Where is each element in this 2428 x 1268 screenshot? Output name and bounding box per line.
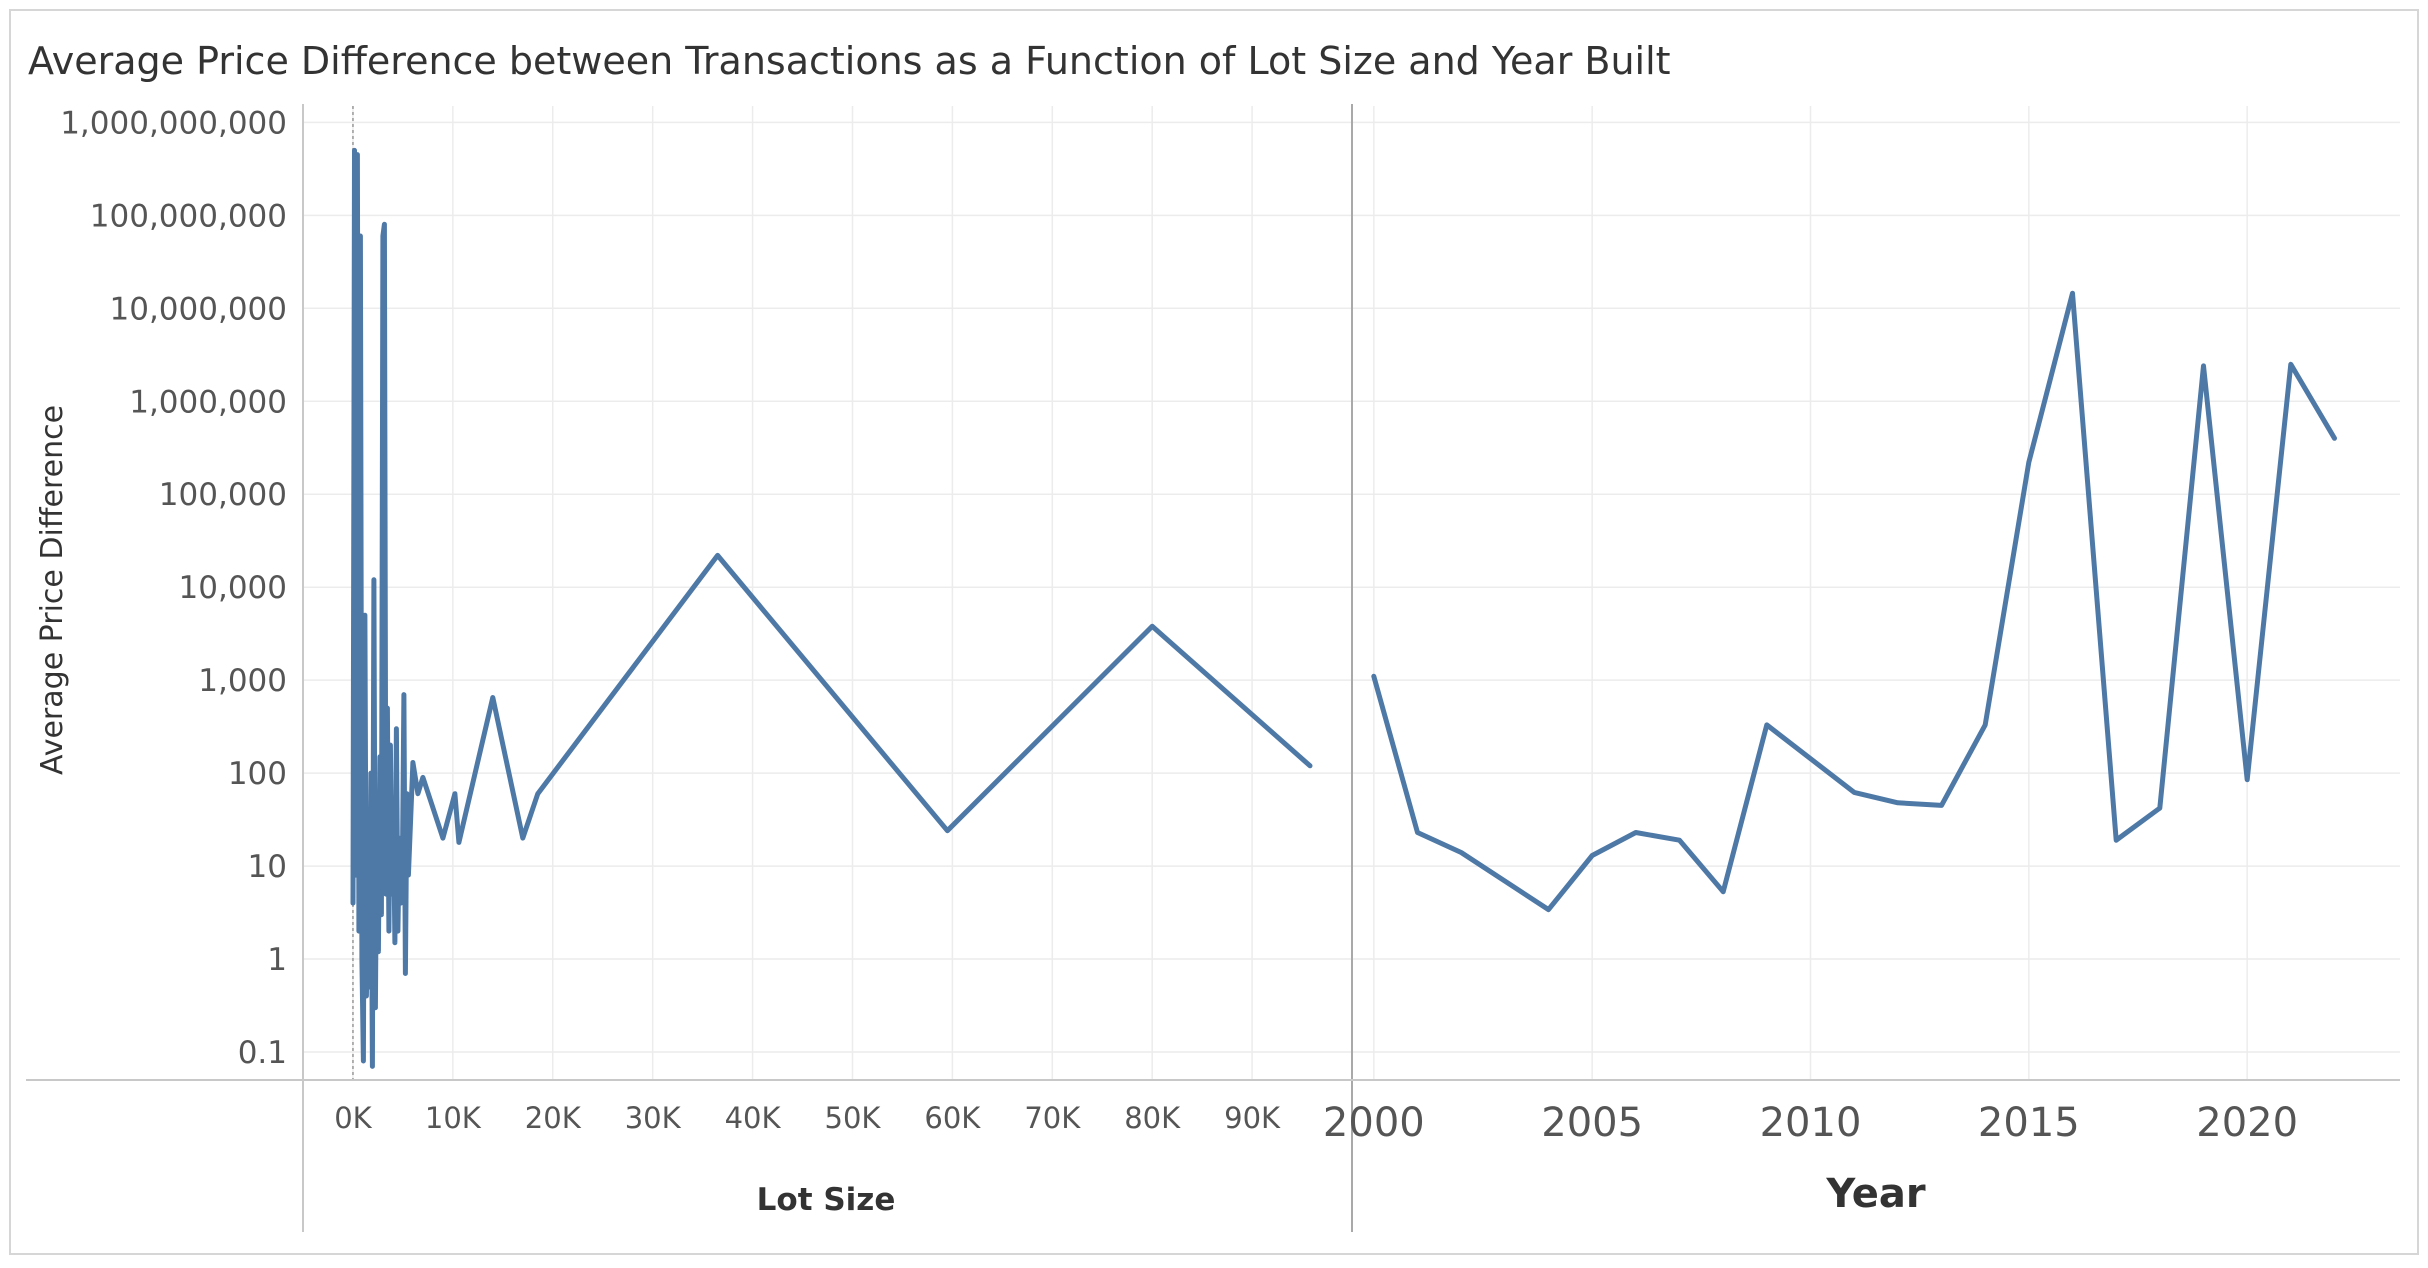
x-tick-label: 30K [625, 1101, 682, 1135]
x-tick-label: 90K [1224, 1101, 1281, 1135]
x-tick-label: 20K [525, 1101, 582, 1135]
series-lot-size [350, 147, 1313, 1069]
x-tick-label: 2005 [1541, 1100, 1643, 1146]
x-tick-label: 2015 [1978, 1100, 2080, 1146]
x-tick-label: 40K [725, 1101, 782, 1135]
x-tick-label: 70K [1024, 1101, 1081, 1135]
x-tick-label: 60K [924, 1101, 981, 1135]
grid-right [1352, 106, 2400, 1080]
x-axis-ticks-year: 2000 2005 2010 2015 2020 [1323, 1100, 2298, 1146]
y-axis-label: Average Price Difference [35, 405, 70, 775]
series-year [1371, 290, 2337, 913]
x-axis-label-lot-size: Lot Size [757, 1182, 896, 1218]
y-tick-label: 100,000,000 [90, 198, 287, 234]
y-tick-label: 1 [267, 942, 287, 978]
y-tick-label: 100 [228, 756, 287, 792]
grid-left [303, 106, 1352, 1080]
chart-border [9, 9, 2419, 1255]
y-tick-label: 100,000 [159, 477, 287, 513]
chart-title: Average Price Difference between Transac… [28, 39, 1671, 83]
y-tick-label: 1,000,000 [129, 384, 287, 420]
axes [26, 104, 2400, 1232]
x-axis-label-year: Year [1825, 1171, 1925, 1217]
y-tick-label: 1,000 [198, 663, 287, 699]
x-tick-label: 0K [334, 1101, 372, 1135]
y-tick-label: 0.1 [238, 1035, 287, 1071]
x-tick-label: 2020 [2196, 1100, 2298, 1146]
x-axis-ticks-lot-size: 0K 10K 20K 30K 40K 50K 60K 70K 80K 90K [334, 1101, 1281, 1135]
data-line-year [1371, 290, 2337, 913]
y-tick-label: 10,000 [179, 570, 287, 606]
x-tick-label: 2010 [1760, 1100, 1862, 1146]
y-axis-ticks: 0.1 1 10 100 1,000 10,000 100,000 1,000,000 10,0… [60, 105, 287, 1071]
data-line-lot-size [350, 147, 1313, 1069]
y-tick-label: 10 [248, 849, 287, 885]
x-tick-label: 10K [425, 1101, 482, 1135]
x-tick-label: 50K [825, 1101, 882, 1135]
x-tick-label: 2000 [1323, 1100, 1425, 1146]
y-tick-label: 10,000,000 [110, 291, 288, 327]
x-tick-label: 80K [1124, 1101, 1181, 1135]
y-tick-label: 1,000,000,000 [60, 105, 287, 141]
